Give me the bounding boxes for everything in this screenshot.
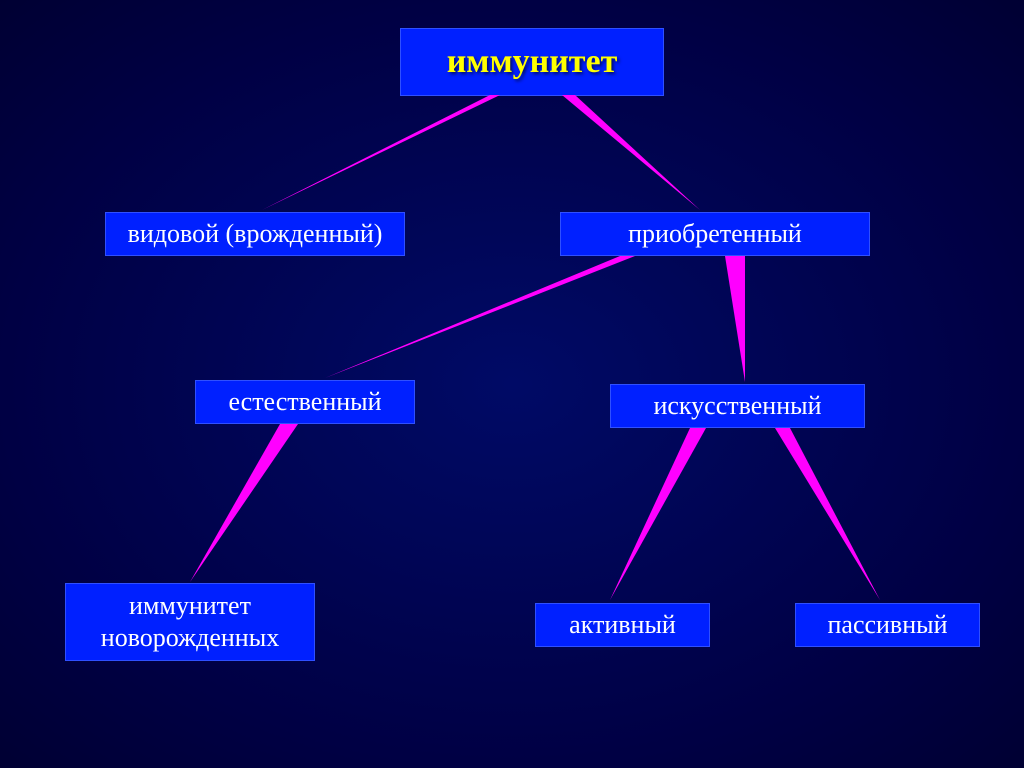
node-active: активный: [535, 603, 710, 647]
node-natural: естественный: [195, 380, 415, 424]
node-passive: пассивный: [795, 603, 980, 647]
node-innate: видовой (врожденный): [105, 212, 405, 256]
node-artificial: искусственный: [610, 384, 865, 428]
node-acquired: приобретенный: [560, 212, 870, 256]
node-newborn: иммунитет новорожденных: [65, 583, 315, 661]
node-root: иммунитет: [400, 28, 664, 96]
